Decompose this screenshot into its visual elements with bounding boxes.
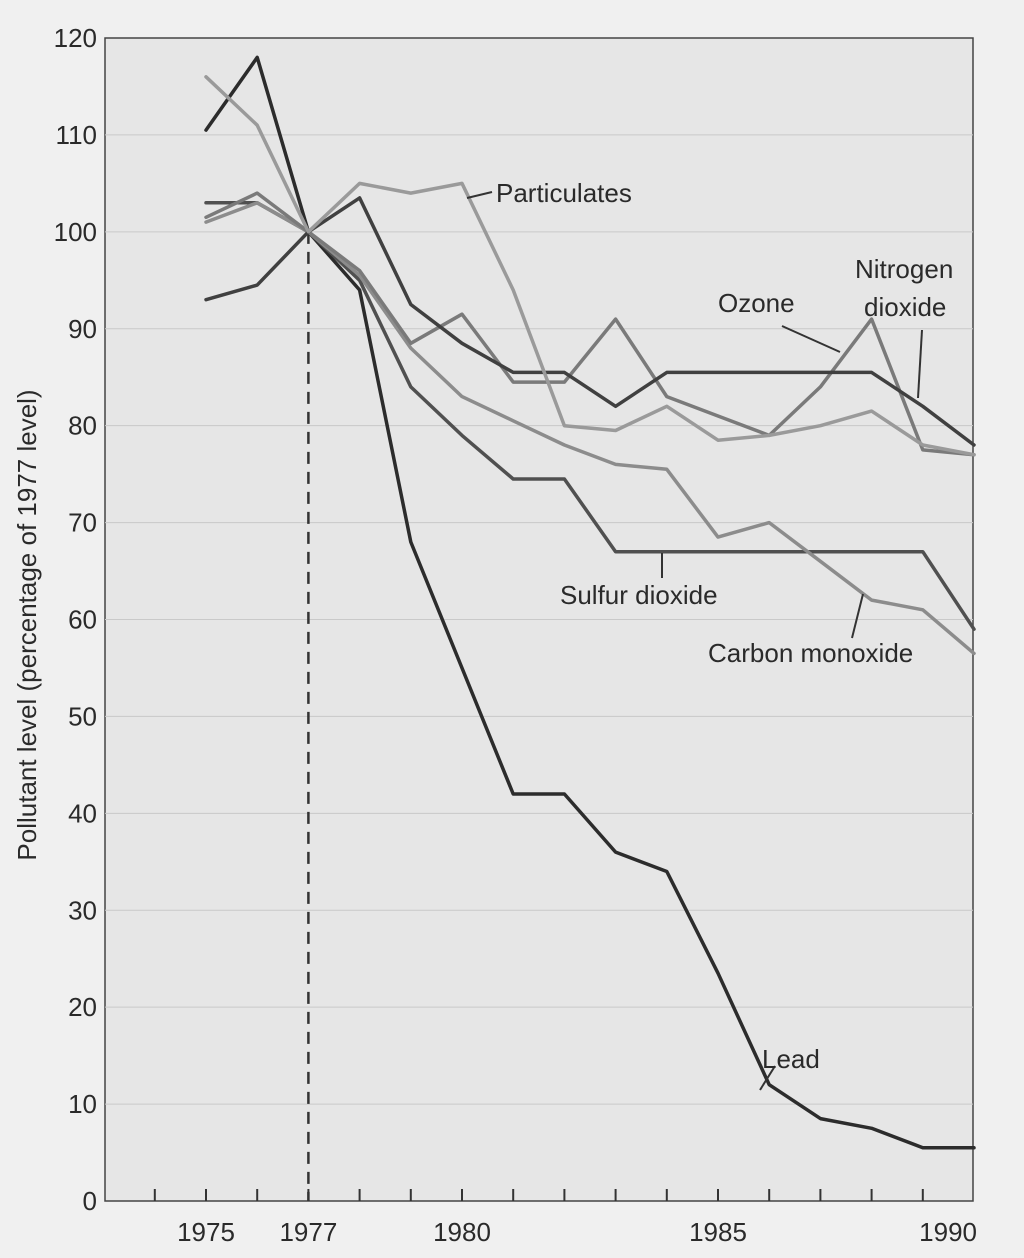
y-tick-label: 70	[68, 508, 97, 538]
y-tick-label: 90	[68, 314, 97, 344]
series-lines	[204, 55, 976, 1150]
y-tick-label: 10	[68, 1089, 97, 1119]
y-axis-title: Pollutant level (percentage of 1977 leve…	[12, 389, 42, 860]
series-line-particulates	[204, 75, 976, 457]
series-line-sulfur-dioxide	[204, 201, 976, 631]
ozone-leader	[781, 325, 841, 353]
label-dioxide: dioxide	[864, 292, 946, 322]
grid-lines	[105, 134, 973, 1105]
series-labels: Particulates Ozone Nitrogen dioxide Sulf…	[466, 178, 953, 1091]
label-ozone: Ozone	[718, 288, 795, 318]
y-tick-label: 20	[68, 992, 97, 1022]
series-line-ozone	[204, 191, 976, 457]
x-tick-label: 1975	[177, 1217, 235, 1247]
y-tick-label: 100	[54, 217, 97, 247]
y-tick-label: 40	[68, 798, 97, 828]
x-tick-label: 1990	[919, 1217, 977, 1247]
label-sulfur-dioxide: Sulfur dioxide	[560, 580, 718, 610]
x-tick-label: 1977	[279, 1217, 337, 1247]
label-particulates: Particulates	[496, 178, 632, 208]
series-line-carbon-monoxide	[204, 201, 976, 656]
x-axis: 1975 1977 1980 1985 1990	[153, 1189, 977, 1247]
lead-leader	[759, 1065, 776, 1091]
carbon-monoxide-leader	[851, 593, 864, 639]
label-nitrogen: Nitrogen	[855, 254, 953, 284]
series-line-nitrogen-dioxide	[204, 196, 976, 447]
y-tick-label: 30	[68, 895, 97, 925]
particulates-leader	[466, 191, 493, 199]
y-tick-label: 110	[56, 120, 97, 150]
label-lead: Lead	[762, 1044, 820, 1074]
y-tick-label: 0	[83, 1186, 97, 1216]
label-carbon-monoxide: Carbon monoxide	[708, 638, 913, 668]
x-tick-label: 1980	[433, 1217, 491, 1247]
y-tick-label: 60	[68, 605, 97, 635]
y-tick-label: 120	[54, 23, 97, 53]
y-axis: 0 10 20 30 40 50 60 70 80 90 100 110 120	[54, 23, 97, 1216]
series-line-lead	[204, 55, 976, 1150]
y-tick-label: 50	[68, 701, 97, 731]
nitrogen-dioxide-leader	[917, 329, 923, 399]
y-tick-label: 80	[68, 411, 97, 441]
x-tick-label: 1985	[689, 1217, 747, 1247]
